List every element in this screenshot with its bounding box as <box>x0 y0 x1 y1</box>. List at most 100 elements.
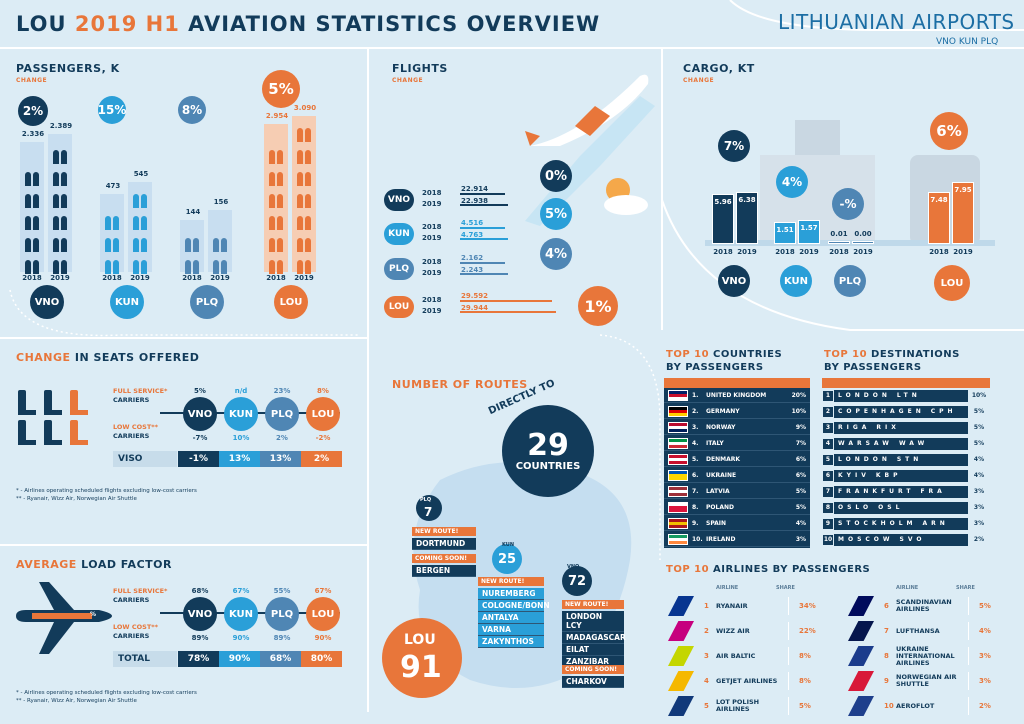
country-row: 6. UKRAINE 6% <box>664 468 810 483</box>
destination-city: RIGA RIX <box>834 421 968 434</box>
destination-rank: 1 <box>822 389 834 402</box>
cargo-value: 5.96 <box>714 198 732 206</box>
destinations-title: TOP 10 DESTINATIONS <box>824 349 960 360</box>
cargo-airport-lou: LOU <box>934 265 970 301</box>
low-value: 89% <box>191 634 209 642</box>
person-icon <box>213 260 219 274</box>
country-row: 10. IRELAND 3% <box>664 532 810 547</box>
person-icon <box>305 194 311 208</box>
country-rank: 2. <box>692 407 699 415</box>
destination-city: WARSAW WAW <box>834 437 968 450</box>
person-icon <box>33 194 39 208</box>
total-value: 80% <box>310 654 333 664</box>
person-icon <box>113 216 119 230</box>
country-share: 6% <box>795 455 806 463</box>
pax-change-kun: 15% <box>98 96 126 124</box>
route-item: CHARKOV <box>562 676 624 688</box>
airline-name: LUFTHANSA <box>896 626 940 635</box>
cargo-value: 1.57 <box>800 224 818 232</box>
cargo-change: -% <box>832 188 864 220</box>
flight-2018: 4.516 <box>461 219 484 227</box>
airline-tail-icon <box>848 671 874 691</box>
load-footnote-1: * - Airlines operating scheduled flights… <box>16 690 197 696</box>
airline-divider <box>968 697 969 715</box>
pax-bar <box>20 142 44 272</box>
destination-code: OSL <box>878 504 904 511</box>
airline-name: NORWEGIAN AIR SHUTTLE <box>896 673 957 688</box>
airport-lou: LOU <box>306 597 340 631</box>
airline-rank: 5 <box>704 702 709 710</box>
person-icon <box>25 172 31 186</box>
destination-city-name: LONDON <box>838 456 891 463</box>
airline-tail-icon <box>848 621 874 641</box>
pax-value: 2.336 <box>21 130 45 138</box>
country-share: 9% <box>795 423 806 431</box>
destination-share: 2% <box>968 533 990 546</box>
person-icon <box>61 150 67 164</box>
page-title: LOU 2019 H1 AVIATION STATISTICS OVERVIEW <box>16 12 601 36</box>
country-name: DENMARK <box>706 455 740 463</box>
route-item: VARNA <box>478 624 544 636</box>
passengers-title: PASSENGERS, K <box>16 62 120 75</box>
person-icon <box>133 238 139 252</box>
destination-code: KBP <box>875 472 902 479</box>
col-airline: AIRLINE <box>716 585 739 591</box>
low-value: -2% <box>315 434 331 442</box>
airline-tail-icon <box>848 696 874 716</box>
flight-year: 2019 <box>422 269 442 277</box>
country-share: 5% <box>795 503 806 511</box>
flight-2018: 29.592 <box>461 292 489 300</box>
total-value: 2% <box>313 454 330 464</box>
sun-cloud-icon <box>604 178 648 215</box>
airport-plq: PLQ <box>265 397 299 431</box>
person-icon <box>277 238 283 252</box>
person-icon <box>133 260 139 274</box>
flights-sub: CHANGE <box>392 77 424 84</box>
person-icon <box>61 172 67 186</box>
total-cell <box>219 651 260 667</box>
airline-divider <box>788 697 789 715</box>
country-name: SPAIN <box>706 519 727 527</box>
pax-value: 3.090 <box>293 104 317 112</box>
airline-row: 1 RYANAIR 34% <box>668 594 838 618</box>
destination-share: 3% <box>968 517 990 530</box>
flight-line <box>460 227 505 229</box>
flight-2018: 2.162 <box>461 254 484 262</box>
airline-tail-icon <box>848 596 874 616</box>
destination-code: FRA <box>920 488 946 495</box>
flight-2019: 2.243 <box>461 266 484 274</box>
person-icon <box>133 194 139 208</box>
person-icon <box>105 216 111 230</box>
flight-2018: 22.914 <box>461 185 489 193</box>
airline-share: 4% <box>979 627 991 635</box>
vno-new-tag: NEW ROUTE! <box>562 600 624 609</box>
low-value: 2% <box>276 434 288 442</box>
flag-icon <box>668 533 688 545</box>
vno-soon-tag: COMING SOON! <box>562 665 624 674</box>
person-icon <box>305 216 311 230</box>
destination-rank: 8 <box>822 501 834 514</box>
plane-pct: % <box>90 611 97 618</box>
vno-soon-list: CHARKOV <box>562 676 624 688</box>
airline-share: 8% <box>799 652 811 660</box>
country-row: 2. GERMANY 10% <box>664 404 810 419</box>
airline-rank: 8 <box>884 652 889 660</box>
destination-share: 3% <box>968 501 990 514</box>
low-cost-label: LOW COST** <box>113 623 159 631</box>
destination-row: 7 FRANKFURT FRA 3% <box>822 484 990 499</box>
destination-row: 2 COPENHAGEN CPH 5% <box>822 404 990 419</box>
airline-divider <box>968 672 969 690</box>
airline-divider <box>968 622 969 640</box>
flight-change: 0% <box>540 160 572 192</box>
country-rank: 8. <box>692 503 699 511</box>
flight-year: 2018 <box>422 223 442 231</box>
airline-row: 9 NORWEGIAN AIR SHUTTLE 3% <box>848 669 1018 693</box>
country-rank: 10. <box>692 535 703 543</box>
airline-name: RYANAIR <box>716 601 748 610</box>
airline-rank: 10 <box>884 702 894 710</box>
person-icon <box>113 238 119 252</box>
total-cell <box>219 451 260 467</box>
airline-tail-icon <box>668 646 694 666</box>
airline-divider <box>788 597 789 615</box>
destination-rank: 3 <box>822 421 834 434</box>
